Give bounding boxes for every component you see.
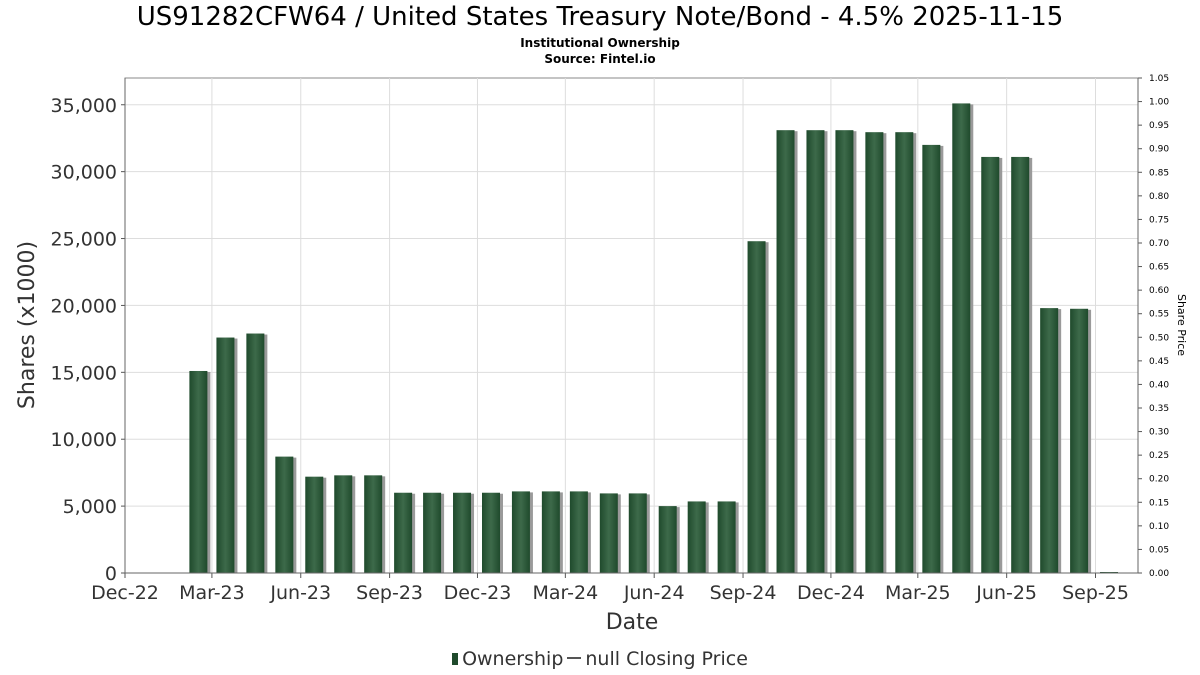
ownership-bar [305, 476, 324, 573]
x-tick-label: Dec-24 [797, 582, 865, 604]
ownership-bar [334, 475, 353, 573]
y2-tick-label: 0.65 [1149, 263, 1169, 273]
legend-price-swatch [567, 657, 582, 659]
ownership-bar [275, 456, 294, 573]
axes-layer: 0 5,000 10,000 15,000 20,000 25,000 30,000 35,0… [51, 74, 1170, 604]
y2-tick-label: 0.15 [1149, 498, 1169, 508]
y-tick-label: 10,000 [51, 429, 117, 451]
y2-tick-label: 0.75 [1149, 215, 1169, 225]
y2-tick-label: 0.70 [1149, 239, 1169, 249]
x-axis-label: Date [606, 610, 659, 635]
y-tick-label: 5,000 [63, 496, 117, 518]
ownership-bar [835, 130, 854, 574]
ownership-bar [364, 475, 383, 573]
ownership-bar [481, 492, 500, 573]
ownership-bar [246, 333, 265, 573]
y2-tick-label: 0.45 [1149, 357, 1169, 367]
ownership-bar [952, 103, 971, 574]
y2-tick-label: 0.05 [1149, 545, 1169, 555]
ownership-bar [453, 492, 472, 573]
x-tick-label: Sep-23 [356, 582, 423, 604]
y2-tick-label: 0.40 [1149, 380, 1169, 390]
y2-tick-label: 1.05 [1149, 74, 1169, 84]
ownership-bar [1040, 308, 1059, 573]
y2-tick-label: 0.50 [1149, 333, 1169, 343]
chart-title: US91282CFW64 / United States Treasury No… [136, 2, 1064, 32]
ownership-bar [569, 491, 588, 573]
ownership-bar [1070, 308, 1089, 573]
y-tick-label: 0 [105, 563, 117, 585]
ownership-bar [747, 241, 766, 573]
y2-tick-label: 0.60 [1149, 286, 1169, 296]
legend-ownership-label: Ownership [462, 648, 564, 670]
y2-tick-label: 0.90 [1149, 145, 1169, 155]
y2-tick-label: 0.00 [1149, 569, 1169, 579]
y2-tick-label: 0.35 [1149, 404, 1169, 414]
ownership-bar [981, 156, 1000, 573]
ownership-bar [394, 492, 413, 573]
y2-tick-label: 0.20 [1149, 475, 1169, 485]
legend-ownership-swatch [452, 653, 459, 665]
y-tick-label: 35,000 [51, 95, 117, 117]
ownership-bar [599, 493, 618, 573]
y2-tick-label: 0.85 [1149, 168, 1169, 178]
ownership-bar [717, 501, 736, 573]
chart-subtitle: Institutional Ownership [520, 36, 680, 50]
ownership-bar [776, 130, 795, 574]
x-tick-label: Mar-23 [179, 582, 245, 604]
ownership-bar [895, 132, 914, 573]
y-tick-label: 20,000 [51, 295, 117, 317]
ownership-bar [511, 491, 530, 573]
bars-layer [189, 103, 1119, 574]
ownership-bar [628, 493, 647, 573]
x-tick-label: Sep-25 [1062, 582, 1129, 604]
ownership-bar [922, 144, 941, 573]
x-tick-label: Dec-22 [91, 582, 159, 604]
ownership-bar [865, 132, 884, 573]
chart-source: Source: Fintel.io [544, 52, 656, 66]
y2-tick-label: 0.80 [1149, 192, 1169, 202]
y2-tick-label: 1.00 [1149, 98, 1169, 108]
ownership-bar [189, 370, 208, 573]
x-tick-label: Mar-25 [885, 582, 951, 604]
x-tick-label: Mar-24 [533, 582, 599, 604]
ownership-bar [541, 491, 560, 573]
y2-axis-label: Share Price [1175, 294, 1188, 356]
y2-tick-label: 0.95 [1149, 121, 1169, 131]
ownership-bar [687, 501, 706, 573]
y2-tick-label: 0.55 [1149, 310, 1169, 320]
ownership-bar [806, 130, 825, 574]
y2-tick-label: 0.10 [1149, 522, 1169, 532]
chart-legend: Ownership null Closing Price [0, 648, 1200, 670]
x-tick-label: Jun-23 [269, 582, 331, 604]
y-tick-label: 30,000 [51, 162, 117, 184]
legend-price-label: null Closing Price [585, 648, 748, 670]
ownership-bar [423, 492, 442, 573]
ownership-bar [1011, 156, 1030, 573]
y2-tick-label: 0.30 [1149, 428, 1169, 438]
ownership-bar [216, 337, 235, 573]
x-tick-label: Jun-24 [623, 582, 685, 604]
x-tick-label: Jun-25 [975, 582, 1037, 604]
y-tick-label: 25,000 [51, 229, 117, 251]
x-tick-label: Dec-23 [444, 582, 512, 604]
x-tick-label: Sep-24 [710, 582, 777, 604]
ownership-bar [658, 506, 677, 573]
y2-tick-label: 0.25 [1149, 451, 1169, 461]
y-axis-label: Shares (x1000) [15, 241, 40, 409]
y-tick-label: 15,000 [51, 362, 117, 384]
